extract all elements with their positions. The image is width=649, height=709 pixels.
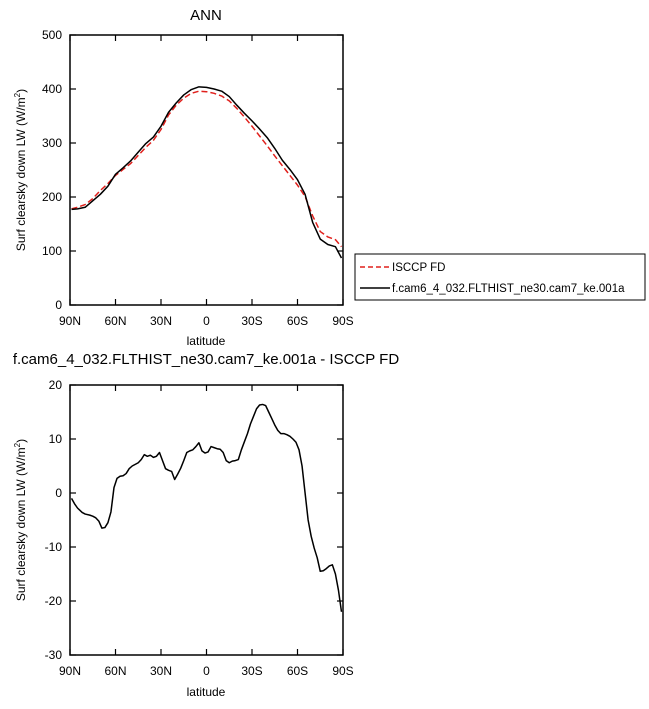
legend-box	[354, 253, 646, 301]
chart0-xtick-label-2: 30N	[150, 314, 172, 328]
chart0-ytick-label-1: 100	[42, 244, 62, 258]
chart1-ytick-label-5: 20	[49, 378, 63, 392]
chart1-ytick-label-4: 10	[49, 432, 63, 446]
legend-label-model: f.cam6_4_032.FLTHIST_ne30.cam7_ke.001a	[392, 283, 625, 295]
chart0-xtick-label-6: 90S	[332, 314, 353, 328]
chart1-xtick-label-1: 60N	[104, 664, 126, 678]
chart-top-frame	[69, 34, 344, 306]
chart-top: ANN 90N 60N 30N 0 30S 60S 90S0100200300400500 …	[13, 7, 354, 348]
chart1-xtick-label-0: 90N	[59, 664, 81, 678]
chart0-ytick-label-3: 300	[42, 136, 62, 150]
chart-top-title: ANN	[190, 7, 222, 24]
chart1-ytick-label-2: -10	[45, 540, 63, 554]
chart-bottom: f.cam6_4_032.FLTHIST_ne30.cam7_ke.001a -…	[13, 351, 399, 699]
chart1-xtick-label-2: 30N	[150, 664, 172, 678]
legend: ISCCP FD f.cam6_4_032.FLTHIST_ne30.cam7_…	[354, 253, 646, 301]
chart-bottom-ylabel: Surf clearsky down LW (W/m2)	[13, 439, 28, 601]
chart-top-xlabel: latitude	[187, 334, 226, 348]
chart0-series-line-0	[71, 90, 343, 248]
chart1-ytick-label-3: 0	[55, 486, 62, 500]
chart0-series-line-1	[71, 86, 343, 259]
chart0-xtick-label-3: 0	[203, 314, 210, 328]
chart1-xtick-label-4: 30S	[241, 664, 262, 678]
chart1-xtick-label-5: 60S	[287, 664, 308, 678]
chart1-ytick-label-1: -20	[45, 594, 63, 608]
chart0-xtick-label-1: 60N	[104, 314, 126, 328]
chart0-ytick-label-4: 400	[42, 82, 62, 96]
chart0-ytick-label-0: 0	[55, 298, 62, 312]
chart0-xtick-label-5: 60S	[287, 314, 308, 328]
chart1-ytick-label-0: -30	[45, 648, 63, 662]
chart0-xtick-label-4: 30S	[241, 314, 262, 328]
legend-label-isccp: ISCCP FD	[392, 262, 445, 274]
chart0-ytick-label-5: 500	[42, 28, 62, 42]
chart-bottom-xlabel: latitude	[187, 685, 226, 699]
chart0-ytick-label-2: 200	[42, 190, 62, 204]
chart-bottom-title: f.cam6_4_032.FLTHIST_ne30.cam7_ke.001a -…	[13, 351, 399, 368]
chart1-series-line-0	[70, 403, 343, 612]
chart0-xtick-label-0: 90N	[59, 314, 81, 328]
chart-bottom-frame	[69, 384, 344, 656]
chart-top-ylabel: Surf clearsky down LW (W/m2)	[13, 89, 28, 251]
chart1-xtick-label-3: 0	[203, 664, 210, 678]
chart1-xtick-label-6: 90S	[332, 664, 353, 678]
